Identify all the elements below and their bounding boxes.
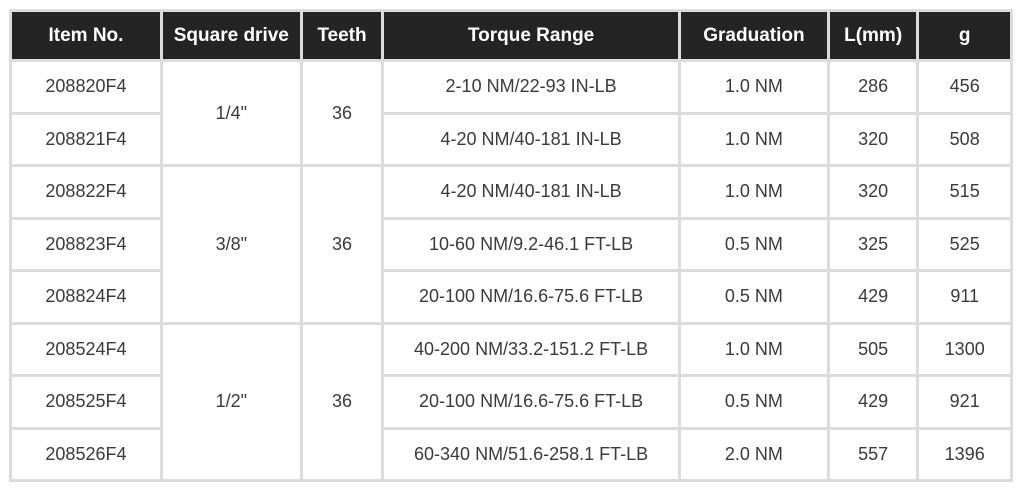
length-cell: 557 xyxy=(829,429,917,479)
header-item-no: Item No. xyxy=(12,12,160,59)
torque-range-cell: 60-340 NM/51.6-258.1 FT-LB xyxy=(384,429,678,479)
table-row: 208823F4 10-60 NM/9.2-46.1 FT-LB 0.5 NM … xyxy=(12,219,1010,269)
length-cell: 320 xyxy=(829,167,917,217)
weight-cell: 508 xyxy=(919,114,1010,164)
square-drive-cell: 1/4" xyxy=(162,62,300,164)
square-drive-cell: 1/2" xyxy=(162,324,300,479)
table-row: 208526F4 60-340 NM/51.6-258.1 FT-LB 2.0 … xyxy=(12,429,1010,479)
square-drive-cell: 3/8" xyxy=(162,167,300,322)
item-number-cell: 208524F4 xyxy=(12,324,160,374)
header-square-drive: Square drive xyxy=(162,12,300,59)
header-weight: g xyxy=(919,12,1010,59)
teeth-cell: 36 xyxy=(302,167,382,322)
weight-cell: 515 xyxy=(919,167,1010,217)
table-row: 208822F4 3/8" 36 4-20 NM/40-181 IN-LB 1.… xyxy=(12,167,1010,322)
weight-cell: 921 xyxy=(919,377,1010,427)
weight-cell: 1300 xyxy=(919,324,1010,374)
item-number-cell: 208525F4 xyxy=(12,377,160,427)
weight-cell: 1396 xyxy=(919,429,1010,479)
length-cell: 505 xyxy=(829,324,917,374)
torque-range-cell: 20-100 NM/16.6-75.6 FT-LB xyxy=(384,377,678,427)
spec-table: Item No. Square drive Teeth Torque Range… xyxy=(9,9,1013,482)
length-cell: 429 xyxy=(829,272,917,322)
teeth-cell: 36 xyxy=(302,324,382,479)
teeth-cell: 36 xyxy=(302,62,382,164)
weight-cell: 911 xyxy=(919,272,1010,322)
item-number-cell: 208526F4 xyxy=(12,429,160,479)
torque-range-cell: 4-20 NM/40-181 IN-LB xyxy=(384,167,678,217)
graduation-cell: 0.5 NM xyxy=(680,219,827,269)
graduation-cell: 1.0 NM xyxy=(680,167,827,217)
table-header: Item No. Square drive Teeth Torque Range… xyxy=(12,12,1010,59)
table-row: 208824F4 20-100 NM/16.6-75.6 FT-LB 0.5 N… xyxy=(12,272,1010,322)
header-length: L(mm) xyxy=(829,12,917,59)
length-cell: 286 xyxy=(829,62,917,112)
header-torque-range: Torque Range xyxy=(384,12,678,59)
torque-range-cell: 10-60 NM/9.2-46.1 FT-LB xyxy=(384,219,678,269)
torque-range-cell: 2-10 NM/22-93 IN-LB xyxy=(384,62,678,112)
item-number-cell: 208822F4 xyxy=(12,167,160,217)
length-cell: 429 xyxy=(829,377,917,427)
graduation-cell: 0.5 NM xyxy=(680,377,827,427)
length-cell: 320 xyxy=(829,114,917,164)
header-graduation: Graduation xyxy=(680,12,827,59)
torque-range-cell: 40-200 NM/33.2-151.2 FT-LB xyxy=(384,324,678,374)
table-row: 208821F4 4-20 NM/40-181 IN-LB 1.0 NM 320… xyxy=(12,114,1010,164)
graduation-cell: 1.0 NM xyxy=(680,114,827,164)
item-number-cell: 208821F4 xyxy=(12,114,160,164)
torque-range-cell: 20-100 NM/16.6-75.6 FT-LB xyxy=(384,272,678,322)
torque-range-cell: 4-20 NM/40-181 IN-LB xyxy=(384,114,678,164)
weight-cell: 525 xyxy=(919,219,1010,269)
table-row: 208524F4 1/2" 36 40-200 NM/33.2-151.2 FT… xyxy=(12,324,1010,479)
header-row: Item No. Square drive Teeth Torque Range… xyxy=(12,12,1010,59)
item-number-cell: 208820F4 xyxy=(12,62,160,112)
header-teeth: Teeth xyxy=(302,12,382,59)
graduation-cell: 0.5 NM xyxy=(680,272,827,322)
item-number-cell: 208823F4 xyxy=(12,219,160,269)
table-row: 208525F4 20-100 NM/16.6-75.6 FT-LB 0.5 N… xyxy=(12,377,1010,427)
table-row: 208820F4 1/4" 36 2-10 NM/22-93 IN-LB 1.0… xyxy=(12,62,1010,164)
weight-cell: 456 xyxy=(919,62,1010,112)
graduation-cell: 1.0 NM xyxy=(680,62,827,112)
graduation-cell: 1.0 NM xyxy=(680,324,827,374)
item-number-cell: 208824F4 xyxy=(12,272,160,322)
length-cell: 325 xyxy=(829,219,917,269)
table-body: 208820F4 1/4" 36 2-10 NM/22-93 IN-LB 1.0… xyxy=(12,62,1010,479)
graduation-cell: 2.0 NM xyxy=(680,429,827,479)
